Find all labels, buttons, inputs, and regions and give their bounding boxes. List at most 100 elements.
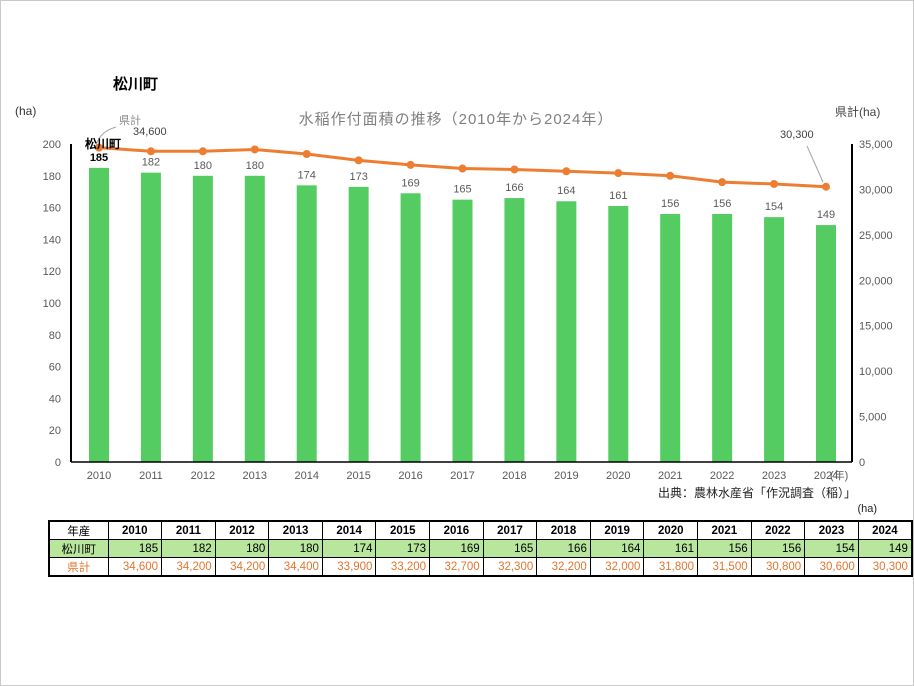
table-header-year-label: 年産	[48, 520, 109, 540]
cell-2012: 34,200	[214, 557, 270, 577]
bar-label-2010: 185	[90, 152, 108, 164]
cell-2014: 33,900	[321, 557, 377, 577]
bar-2013	[244, 175, 265, 463]
x-tick-2013: 2013	[243, 470, 267, 482]
table-header-2013: 2013	[268, 520, 323, 540]
bar-label-2022: 156	[713, 198, 731, 210]
x-axis-year-suffix: (年)	[830, 468, 848, 482]
source-caption: 出典：農林水産省「作況調査（稲）」	[657, 486, 856, 500]
cell-2022: 156	[750, 539, 806, 558]
cell-2020: 161	[643, 539, 699, 558]
cell-2012: 180	[214, 539, 270, 558]
table-header-2024: 2024	[857, 520, 913, 540]
right-tick-20000: 20,000	[859, 275, 893, 287]
cell-2023: 154	[804, 539, 859, 558]
table-row-matsukawa: 松川町 185 182 180 180 174 173 169 165 166 164 161 156 1…	[48, 539, 913, 558]
x-tick-2011: 2011	[139, 470, 163, 482]
chart-title: 水稲作付面積の推移（2010年から2024年）	[298, 111, 614, 128]
bar-2019	[556, 201, 577, 463]
cell-2011: 182	[161, 539, 216, 558]
kenkei-point-2020	[614, 169, 623, 178]
kenkei-point-2016	[406, 160, 415, 169]
cell-2017: 165	[482, 539, 538, 558]
cell-2020: 31,800	[643, 557, 699, 577]
right-tick-25000: 25,000	[859, 230, 893, 242]
cell-2013: 34,400	[268, 557, 323, 577]
cell-2015: 173	[375, 539, 431, 558]
kenkei-point-2019	[562, 167, 571, 176]
left-tick-200: 200	[43, 139, 61, 151]
kenkei-point-2022	[718, 178, 727, 187]
x-tick-2023: 2023	[762, 470, 786, 482]
x-tick-2019: 2019	[554, 470, 578, 482]
cell-2021: 156	[697, 539, 752, 558]
cell-2017: 32,300	[482, 557, 538, 577]
bar-2022	[712, 213, 733, 462]
table-unit-label: (ha)	[857, 503, 877, 515]
cell-2024: 149	[857, 539, 913, 558]
x-tick-2021: 2021	[658, 470, 682, 482]
x-tick-2020: 2020	[606, 470, 630, 482]
right-axis-unit: 県計(ha)	[835, 105, 881, 119]
bar-2018	[504, 198, 525, 462]
cell-2011: 34,200	[161, 557, 216, 577]
cell-2014: 174	[321, 539, 377, 558]
bar-label-2023: 154	[765, 201, 783, 213]
table-header-2018: 2018	[536, 520, 591, 540]
cell-2010: 34,600	[107, 557, 163, 577]
data-table: 年産 2010 2011 2012 2013 2014 2015 2016 2017 2018 20…	[48, 520, 913, 577]
annotation-kenkei-label: 県計	[119, 115, 141, 127]
cell-2021: 31,500	[697, 557, 752, 577]
x-tick-2014: 2014	[294, 470, 318, 482]
right-tick-10000: 10,000	[859, 366, 893, 378]
x-tick-2024: 2024	[814, 470, 838, 482]
right-tick-15000: 15,000	[859, 321, 893, 333]
left-tick-40: 40	[49, 393, 61, 405]
cell-2024: 30,300	[857, 557, 913, 577]
page-title: 松川町	[113, 76, 159, 93]
x-tick-2017: 2017	[450, 470, 474, 482]
x-tick-2018: 2018	[502, 470, 526, 482]
bar-label-2011: 182	[142, 157, 160, 169]
bar-label-2024: 149	[817, 209, 835, 221]
bar-label-2014: 174	[298, 169, 316, 181]
right-tick-5000: 5,000	[859, 412, 887, 424]
leader-kenkei-first	[95, 126, 117, 147]
table-header-2022: 2022	[750, 520, 806, 540]
bar-2014	[296, 185, 317, 462]
right-tick-35000: 35,000	[859, 139, 893, 151]
kenkei-point-2021	[666, 171, 675, 180]
bar-label-2021: 156	[661, 198, 679, 210]
cell-2018: 32,200	[536, 557, 591, 577]
x-tick-2015: 2015	[346, 470, 370, 482]
cell-2015: 33,200	[375, 557, 431, 577]
left-tick-20: 20	[49, 425, 61, 437]
table-header-2015: 2015	[375, 520, 431, 540]
cell-2019: 164	[589, 539, 645, 558]
table-header-2014: 2014	[321, 520, 377, 540]
right-tick-30000: 30,000	[859, 184, 893, 196]
right-tick-0: 0	[859, 457, 865, 469]
bar-label-2016: 169	[401, 177, 419, 189]
left-tick-120: 120	[43, 266, 61, 278]
bar-2012	[192, 175, 213, 463]
cell-2023: 30,600	[804, 557, 859, 577]
row-label: 松川町	[48, 539, 109, 558]
bar-label-2012: 180	[194, 160, 212, 172]
cell-2010: 185	[107, 539, 163, 558]
x-tick-2022: 2022	[710, 470, 734, 482]
table-header-row: 年産 2010 2011 2012 2013 2014 2015 2016 2017 2018 20…	[48, 520, 913, 540]
left-tick-100: 100	[43, 298, 61, 310]
cell-2022: 30,800	[750, 557, 806, 577]
table-header-2017: 2017	[482, 520, 538, 540]
kenkei-point-2018	[510, 165, 519, 174]
bar-2020	[608, 206, 629, 462]
bar-2023	[764, 217, 785, 462]
left-tick-80: 80	[49, 330, 61, 342]
kenkei-point-2015	[354, 156, 363, 165]
table-header-2021: 2021	[697, 520, 752, 540]
bar-2011	[140, 172, 161, 462]
left-tick-140: 140	[43, 234, 61, 246]
kenkei-point-2011	[146, 147, 155, 156]
